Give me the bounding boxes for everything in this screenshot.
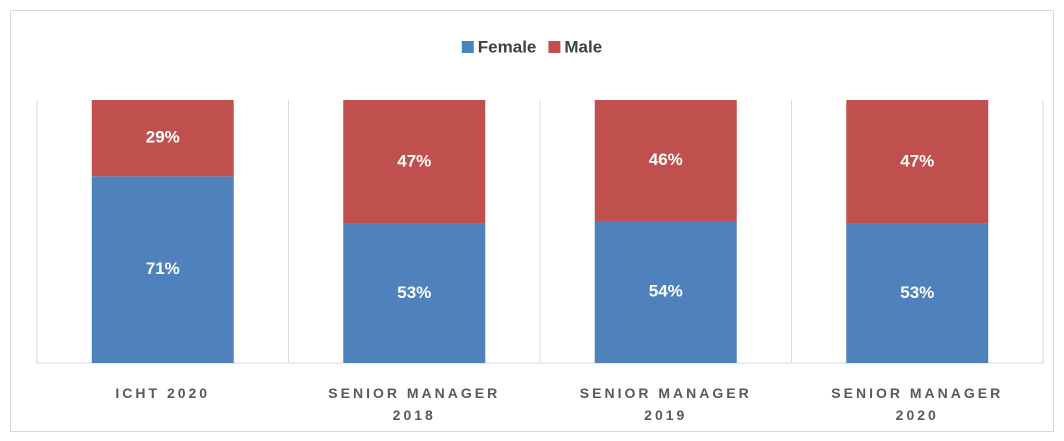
x-tick-label: SENIOR MANAGER 2020 bbox=[831, 385, 1004, 423]
bar-segment bbox=[343, 223, 486, 363]
legend-label: Male bbox=[564, 37, 602, 56]
bar-segment bbox=[594, 100, 737, 221]
x-tick-label: ICHT 2020 bbox=[115, 385, 211, 401]
x-tick-label: SENIOR MANAGER 2018 bbox=[328, 385, 501, 423]
legend-swatch bbox=[548, 41, 561, 53]
bar-segment bbox=[343, 100, 486, 224]
bar-segment bbox=[846, 223, 989, 363]
data-label: 46% bbox=[649, 150, 683, 169]
chart-border bbox=[10, 10, 1054, 432]
data-label: 71% bbox=[146, 259, 180, 278]
legend-label: Female bbox=[478, 37, 537, 56]
data-label: 47% bbox=[397, 151, 431, 170]
bar-segment bbox=[91, 100, 234, 177]
bar-segment bbox=[594, 220, 737, 363]
data-label: 47% bbox=[900, 151, 934, 170]
data-label: 53% bbox=[397, 283, 431, 302]
data-label: 29% bbox=[146, 128, 180, 147]
bar-segment bbox=[846, 100, 989, 224]
x-tick-label: SENIOR MANAGER 2019 bbox=[579, 385, 752, 423]
data-label: 53% bbox=[900, 283, 934, 302]
legend-swatch bbox=[461, 41, 474, 53]
bar-segment bbox=[91, 176, 234, 363]
data-label: 54% bbox=[649, 281, 683, 300]
